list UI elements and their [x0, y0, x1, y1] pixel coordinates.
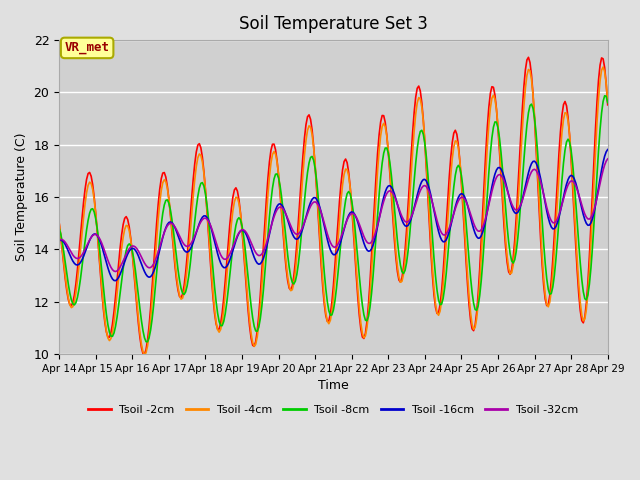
Title: Soil Temperature Set 3: Soil Temperature Set 3	[239, 15, 428, 33]
X-axis label: Time: Time	[318, 379, 349, 392]
Y-axis label: Soil Temperature (C): Soil Temperature (C)	[15, 133, 28, 261]
Legend: Tsoil -2cm, Tsoil -4cm, Tsoil -8cm, Tsoil -16cm, Tsoil -32cm: Tsoil -2cm, Tsoil -4cm, Tsoil -8cm, Tsoi…	[84, 400, 583, 420]
Text: VR_met: VR_met	[65, 41, 109, 54]
